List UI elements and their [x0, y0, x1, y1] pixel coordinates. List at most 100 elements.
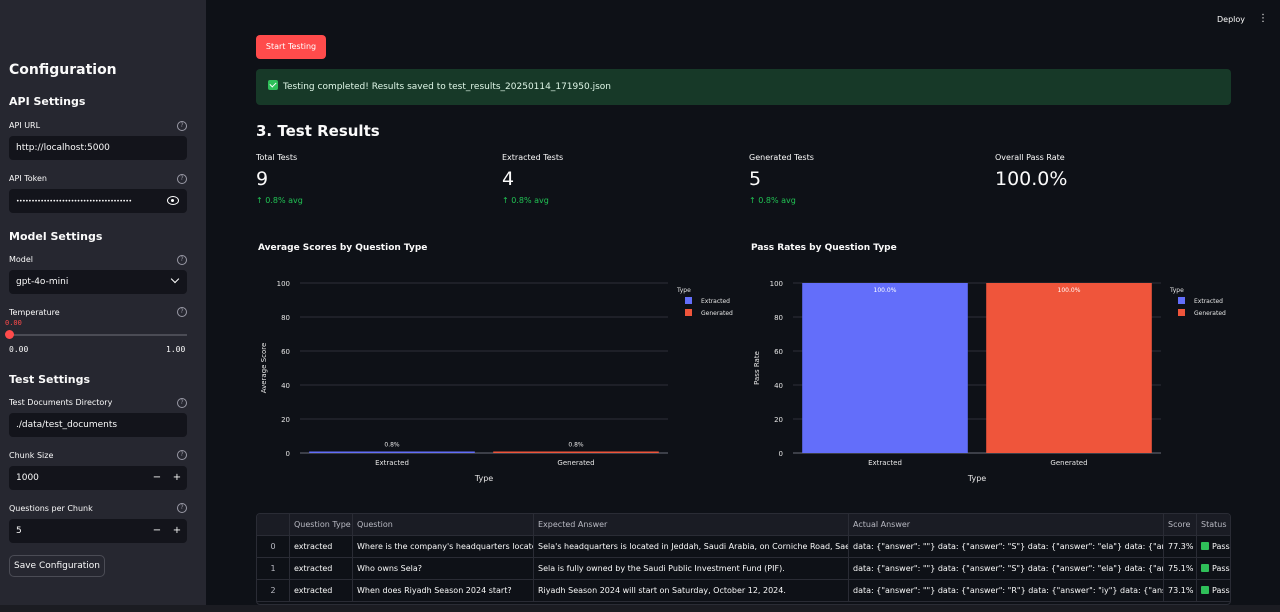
minus-icon[interactable]: −: [152, 472, 162, 483]
y-tick-label: 20: [774, 416, 783, 424]
check-icon: [1201, 586, 1209, 594]
data-label: 0.8%: [384, 442, 400, 449]
table-cell: Sela is fully owned by the Saudi Public …: [534, 558, 849, 580]
legend-entry: Extracted: [1194, 298, 1223, 305]
metric-value: 9: [256, 168, 269, 190]
api-url-label: API URL: [9, 121, 41, 130]
table-cell: When does Riyadh Season 2024 start?: [353, 580, 534, 602]
help-icon[interactable]: ?: [177, 450, 187, 460]
table-cell: extracted: [290, 580, 353, 602]
legend-swatch: [1178, 309, 1185, 316]
table-row[interactable]: 0 extracted Where is the company's headqua…: [257, 536, 1230, 558]
eye-icon[interactable]: [167, 196, 179, 205]
metric-delta: ↑ 0.8% avg: [502, 196, 549, 205]
plus-icon[interactable]: +: [172, 472, 182, 483]
start-testing-button[interactable]: Start Testing: [256, 35, 326, 59]
metric-pass-rate: Overall Pass Rate 100.0%: [995, 153, 1195, 196]
table-cell: 0: [257, 536, 290, 558]
data-label: 100.0%: [874, 287, 897, 294]
table-cell: 77.3%: [1164, 536, 1197, 558]
api-url-input[interactable]: http://localhost:5000: [9, 136, 187, 160]
success-message: Testing completed! Results saved to test…: [283, 82, 611, 92]
legend-entry: Generated: [1194, 310, 1226, 317]
metric-value: 100.0%: [995, 168, 1068, 190]
menu-icon[interactable]: ⋮: [1258, 13, 1268, 24]
x-tick-label: Extracted: [868, 459, 902, 467]
model-label: Model: [9, 255, 34, 264]
metric-label: Total Tests: [256, 153, 298, 162]
x-tick-label: Generated: [557, 459, 594, 467]
docs-dir-input[interactable]: ./data/test_documents: [9, 413, 187, 437]
table-cell: Who owns Sela?: [353, 558, 534, 580]
table-cell: extracted: [290, 558, 353, 580]
table-cell: Pass: [1197, 558, 1230, 580]
table-header-cell: Status: [1197, 514, 1230, 536]
legend-entry: Generated: [701, 310, 733, 317]
metric-extracted-tests: Extracted Tests 4 ↑ 0.8% avg: [502, 153, 702, 205]
bar: [493, 451, 659, 453]
table-cell: Pass: [1197, 536, 1230, 558]
y-tick-label: 0: [286, 450, 290, 458]
legend-swatch: [685, 297, 692, 304]
qpc-label: Questions per Chunk: [9, 504, 93, 513]
metric-generated-tests: Generated Tests 5 ↑ 0.8% avg: [749, 153, 949, 205]
table-row[interactable]: 1 extracted Who owns Sela? Sela is fully ow…: [257, 558, 1230, 580]
data-label: 0.8%: [568, 442, 584, 449]
table-cell: data: {"answer": ""} data: {"answer": "S…: [849, 558, 1164, 580]
legend-entry: Extracted: [701, 298, 730, 305]
plus-icon[interactable]: +: [172, 525, 182, 536]
chunk-size-stepper[interactable]: 1000 − +: [9, 466, 187, 490]
y-tick-label: 20: [281, 416, 290, 424]
chunk-size-value: 1000: [16, 473, 39, 483]
sidebar-title: Configuration: [9, 62, 117, 78]
temperature-slider-thumb[interactable]: [5, 330, 14, 339]
pass-rates-chart: 0 20 40 60 80 100 100.0% Extracted 100.0% Generat…: [753, 280, 1226, 483]
status-text: Pass: [1212, 564, 1230, 573]
model-select[interactable]: gpt-4o-mini: [9, 270, 187, 294]
help-icon[interactable]: ?: [177, 174, 187, 184]
qpc-value: 5: [16, 526, 22, 536]
table-cell: 75.1%: [1164, 558, 1197, 580]
legend-title: Type: [676, 287, 691, 294]
check-icon: [268, 80, 278, 90]
help-icon[interactable]: ?: [177, 255, 187, 265]
check-icon: [1201, 542, 1209, 550]
table-cell: data: {"answer": ""} data: {"answer": "S…: [849, 536, 1164, 558]
table-header-cell: Score: [1164, 514, 1197, 536]
deploy-button[interactable]: Deploy: [1217, 15, 1246, 24]
qpc-stepper[interactable]: 5 − +: [9, 519, 187, 543]
table-cell: 73.1%: [1164, 580, 1197, 602]
x-axis-label: Type: [967, 474, 986, 483]
temperature-max: 1.00: [166, 345, 186, 354]
metric-value: 5: [749, 168, 762, 190]
table-cell: data: {"answer": ""} data: {"answer": "R…: [849, 580, 1164, 602]
sidebar: Configuration API Settings API URL ? htt…: [0, 0, 206, 605]
minus-icon[interactable]: −: [152, 525, 162, 536]
y-axis-label: Pass Rate: [753, 351, 761, 385]
data-label: 100.0%: [1058, 287, 1081, 294]
help-icon[interactable]: ?: [177, 121, 187, 131]
save-configuration-button[interactable]: Save Configuration: [9, 555, 105, 577]
api-token-input[interactable]: ••••••••••••••••••••••••••••••••••••••: [9, 189, 187, 213]
api-settings-heading: API Settings: [9, 95, 86, 108]
temperature-slider-track[interactable]: [9, 334, 187, 336]
help-icon[interactable]: ?: [177, 503, 187, 513]
legend-swatch: [685, 309, 692, 316]
metric-label: Extracted Tests: [502, 153, 564, 162]
bar: [309, 451, 475, 453]
table-cell: extracted: [290, 536, 353, 558]
y-tick-label: 40: [774, 382, 783, 390]
table-row[interactable]: 2 extracted When does Riyadh Season 2024 s…: [257, 580, 1230, 602]
help-icon[interactable]: ?: [177, 307, 187, 317]
table-cell: 1: [257, 558, 290, 580]
temperature-min: 0.00: [9, 345, 29, 354]
y-tick-label: 100: [277, 280, 290, 288]
chart-title-avg-scores: Average Scores by Question Type: [258, 243, 428, 253]
bar: [802, 283, 968, 453]
avg-scores-chart: 0 20 40 60 80 100 0.8% Extracted 0.8% Generated Ty…: [260, 280, 733, 483]
chevron-down-icon: [170, 274, 180, 284]
temperature-value: 0.00: [5, 319, 22, 327]
y-tick-label: 0: [779, 450, 783, 458]
help-icon[interactable]: ?: [177, 398, 187, 408]
docs-dir-label: Test Documents Directory: [9, 398, 113, 407]
